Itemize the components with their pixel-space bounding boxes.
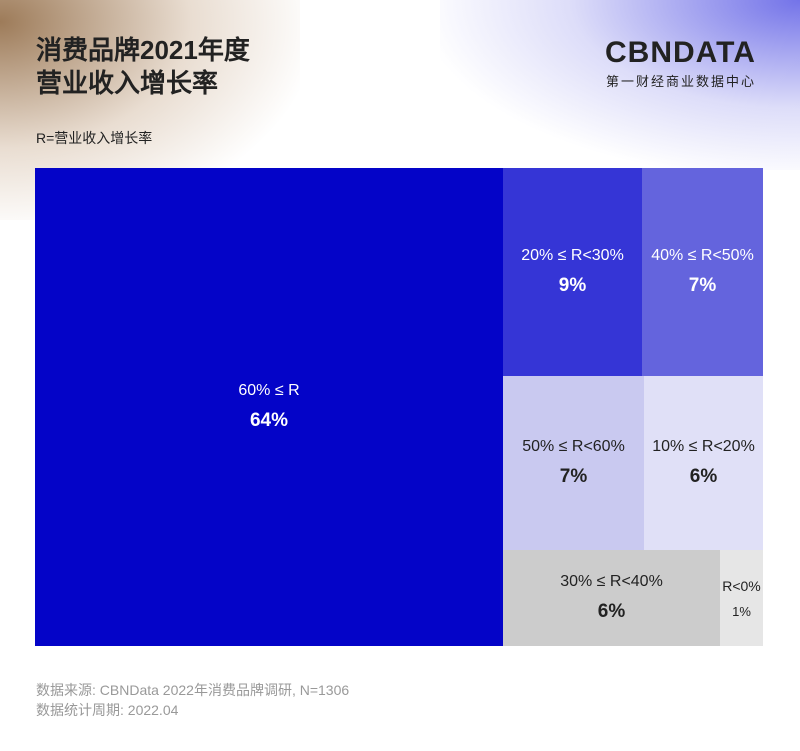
footer: 数据来源: CBNData 2022年消费品牌调研, N=1306 数据统计周期:… [36,680,349,720]
cell-label: R<0% [722,577,761,594]
cell-value: 6% [597,601,626,622]
legend-note: R=营业收入增长率 [36,130,153,146]
source-note: 数据来源: CBNData 2022年消费品牌调研, N=1306 [36,682,350,698]
title-line: 消费品牌2021年度 [36,35,250,65]
background-gradient [440,0,800,170]
cell-label: 40% ≤ R<50% [651,247,754,264]
treemap-cell: 10% ≤ R<20% 6% [644,376,763,550]
cell-value: 6% [689,466,718,487]
cell-value: 1% [732,603,751,619]
cell-label: 10% ≤ R<20% [652,438,755,455]
cell-label: 50% ≤ R<60% [522,438,625,455]
treemap-cell: R<0% 1% [720,550,763,646]
chart-title: 消费品牌2021年度 营业收入增长率 [36,34,250,100]
treemap-cell: 60% ≤ R 64% [35,168,503,646]
treemap-cell: 20% ≤ R<30% 9% [503,168,642,376]
title-line: 营业收入增长率 [36,68,219,98]
treemap-cell: 30% ≤ R<40% 6% [503,550,720,646]
cell-label: 20% ≤ R<30% [521,247,624,264]
logo: CBNDATA [605,36,756,69]
cell-label: 30% ≤ R<40% [560,573,663,590]
cell-value: 9% [558,275,587,296]
cell-value: 64% [249,410,289,431]
treemap-cell: 50% ≤ R<60% 7% [503,376,644,550]
cell-value: 7% [559,466,588,487]
logo-subtitle: 第一财经商业数据中心 [606,74,757,89]
period-note: 数据统计周期: 2022.04 [36,702,179,718]
cell-value: 7% [688,275,717,296]
cell-label: 60% ≤ R [238,382,300,399]
treemap-cell: 40% ≤ R<50% 7% [642,168,763,376]
